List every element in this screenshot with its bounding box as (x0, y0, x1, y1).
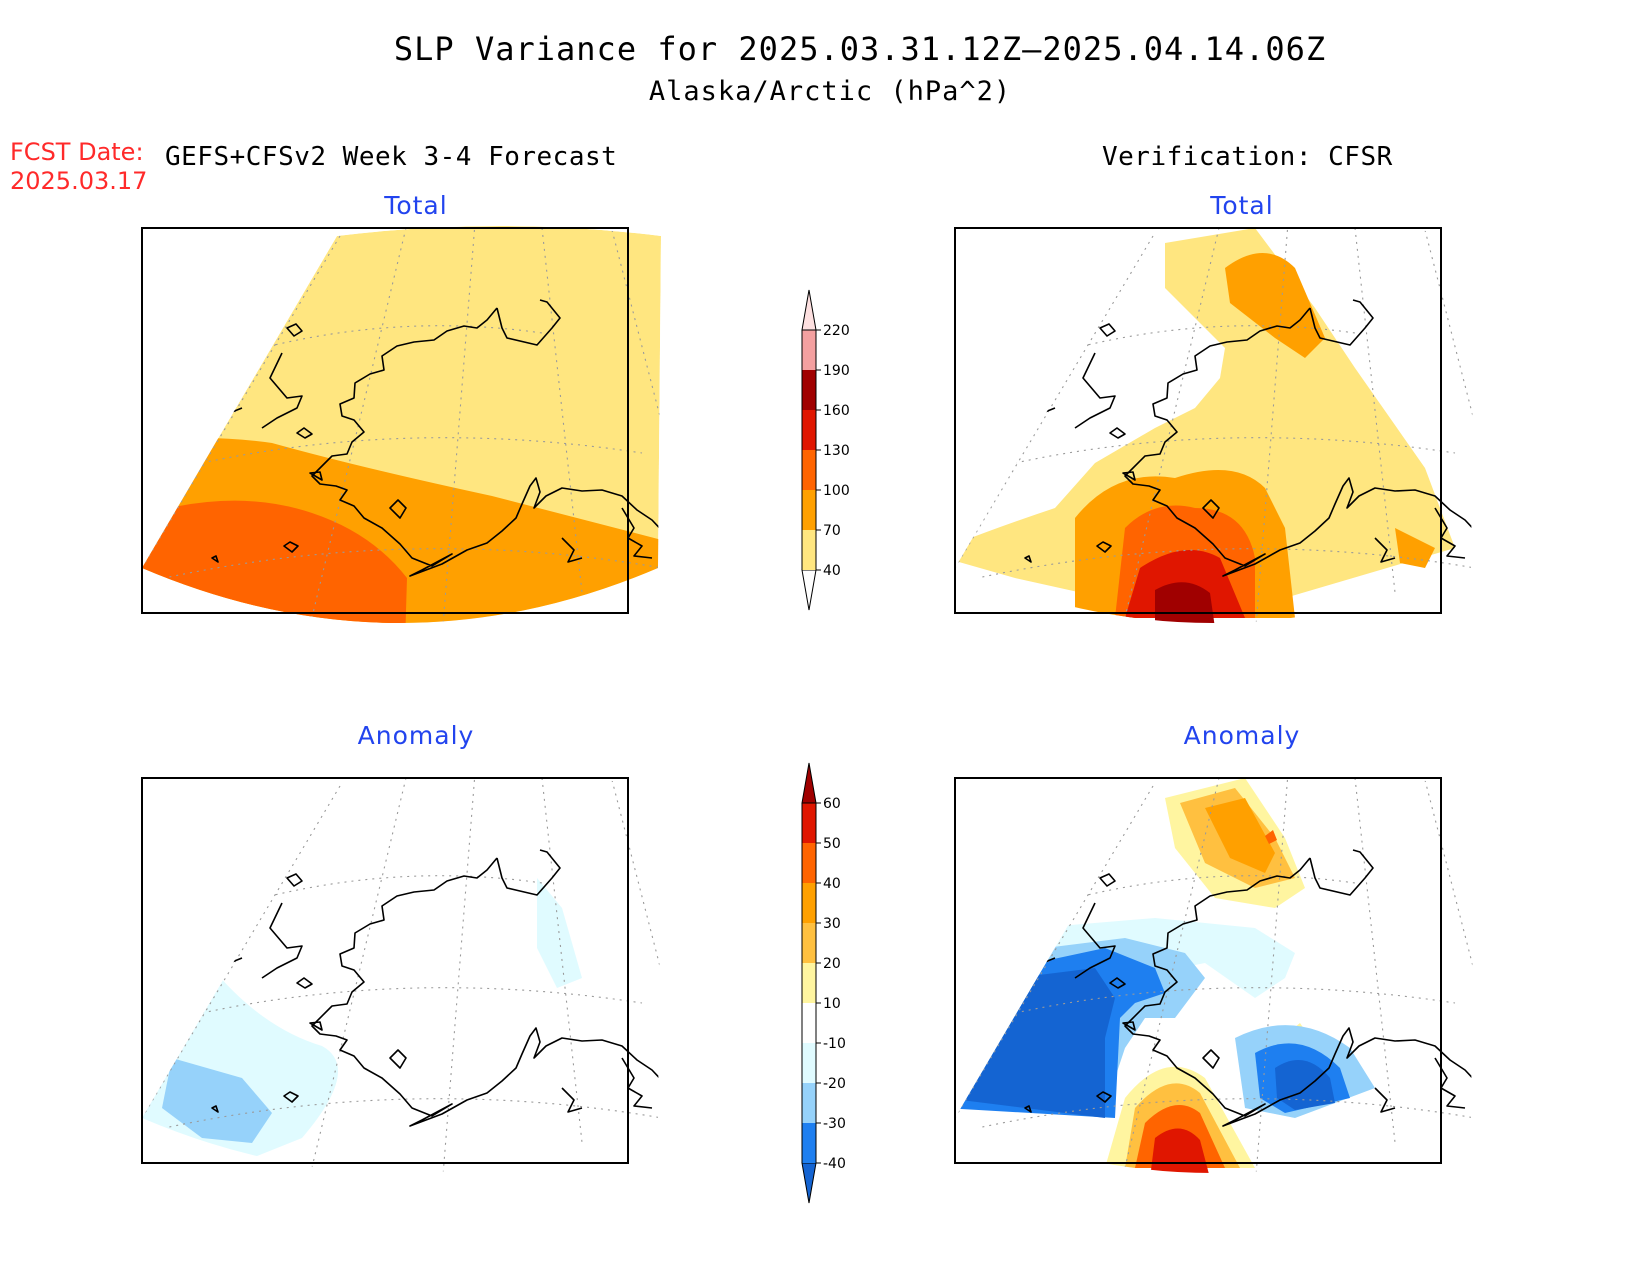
colorbar-anomaly-segment (802, 1003, 816, 1043)
colorbar-anomaly-bottom-cap (801, 1162, 817, 1204)
colorbar-anomaly-tick-label: 30 (823, 916, 841, 932)
colorbar-total: 40 70 100 130 160 190 220 (801, 289, 850, 611)
colorbar-total-tick-label: 70 (823, 523, 841, 539)
colorbar-anomaly-tick-label: 10 (823, 996, 841, 1012)
fcst-anomaly-title: Anomaly (357, 721, 475, 750)
colorbar-anomaly-segment (802, 1043, 816, 1083)
colorbar-anomaly-segment (802, 843, 816, 883)
colorbar-anomaly-tick-label: 20 (823, 956, 841, 972)
colorbar-anomaly: -40 -30 -20 -10 10 20 30 40 50 60 (801, 762, 846, 1204)
colorbar-total-bottom-cap (801, 569, 817, 611)
colorbar-total-segment (802, 450, 816, 490)
colorbar-total-tick-label: 220 (823, 323, 850, 339)
colorbar-anomaly-segment (802, 1083, 816, 1123)
colorbar-total-segment (802, 490, 816, 530)
forecast-model-label: GEFS+CFSv2 Week 3-4 Forecast (165, 142, 618, 172)
colorbar-anomaly-segment (802, 1123, 816, 1163)
colorbar-total-tick-label: 100 (823, 483, 850, 499)
colorbar-anomaly-top-cap (801, 762, 817, 804)
colorbar-total-tick-label: 40 (823, 563, 841, 579)
colorbar-total-segment (802, 530, 816, 570)
colorbar-anomaly-tick-label: 60 (823, 796, 841, 812)
colorbar-total-segment (802, 410, 816, 450)
map-panel-fcst-anomaly (141, 776, 661, 1173)
colorbar-total-top-cap (801, 289, 817, 331)
map-panel-fcst-total (141, 226, 661, 623)
colorbar-total-segment (802, 330, 816, 370)
colorbar-total-tick-label: 160 (823, 403, 850, 419)
figure-subtitle: Alaska/Arctic (hPa^2) (648, 76, 1012, 107)
colorbar-anomaly-tick-label: 40 (823, 876, 841, 892)
forecast-date-label: FCST Date: (10, 138, 144, 166)
colorbar-anomaly-tick-label: -20 (823, 1076, 846, 1092)
map-panel-verif-total (954, 226, 1474, 623)
colorbar-anomaly-tick-label: -30 (823, 1116, 846, 1132)
figure-title: SLP Variance for 2025.03.31.12Z–2025.04.… (393, 30, 1327, 68)
colorbar-total-segment (802, 370, 816, 410)
forecast-date-value: 2025.03.17 (10, 167, 148, 195)
colorbar-total-tick-label: 130 (823, 443, 850, 459)
colorbar-anomaly-segment (802, 803, 816, 843)
colorbar-anomaly-segment (802, 883, 816, 923)
fcst-total-title: Total (384, 191, 448, 220)
colorbar-anomaly-tick-label: -10 (823, 1036, 846, 1052)
forecast-date: FCST Date: 2025.03.17 (10, 138, 147, 196)
colorbar-total-tick-label: 190 (823, 363, 850, 379)
verif-anomaly-title: Anomaly (1183, 721, 1301, 750)
colorbar-anomaly-segment (802, 963, 816, 1003)
colorbar-anomaly-tick-label: 50 (823, 836, 841, 852)
verif-total-title: Total (1210, 191, 1274, 220)
map-panel-verif-anomaly (954, 776, 1474, 1173)
colorbar-anomaly-tick-label: -40 (823, 1156, 846, 1172)
colorbar-anomaly-segment (802, 923, 816, 963)
verification-label: Verification: CFSR (1102, 142, 1393, 172)
